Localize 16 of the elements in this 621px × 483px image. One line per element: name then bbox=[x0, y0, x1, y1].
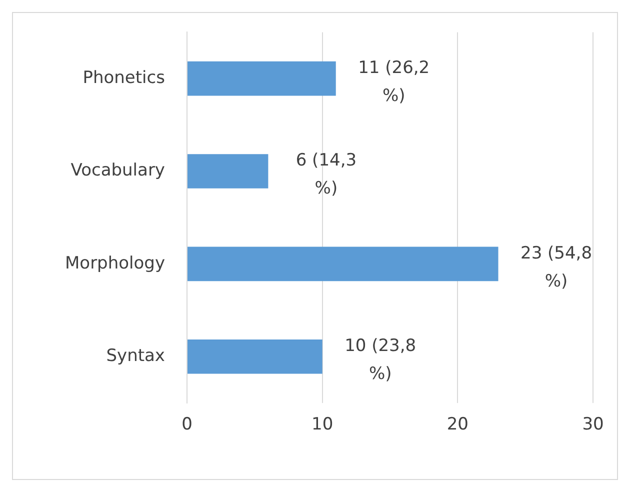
y-tick-label: Vocabulary bbox=[70, 160, 165, 181]
x-tick-label: 10 bbox=[312, 414, 334, 435]
data-label: 23 (54,8 %) bbox=[520, 243, 592, 292]
data-label: 10 (23,8 %) bbox=[344, 336, 416, 384]
x-tick-label: 30 bbox=[582, 414, 604, 435]
y-tick-label: Morphology bbox=[65, 253, 165, 274]
bar bbox=[188, 246, 498, 282]
data-label: 6 (14,3 %) bbox=[296, 150, 357, 199]
x-tick-label: 20 bbox=[446, 414, 468, 435]
bar bbox=[188, 340, 322, 374]
y-tick-label: Phonetics bbox=[82, 68, 166, 88]
data-label: 11 (26,2 %) bbox=[358, 58, 430, 106]
bar bbox=[188, 154, 268, 188]
x-tick-label: 0 bbox=[182, 414, 192, 435]
y-tick-label: Syntax bbox=[106, 346, 165, 366]
bar bbox=[188, 61, 336, 96]
